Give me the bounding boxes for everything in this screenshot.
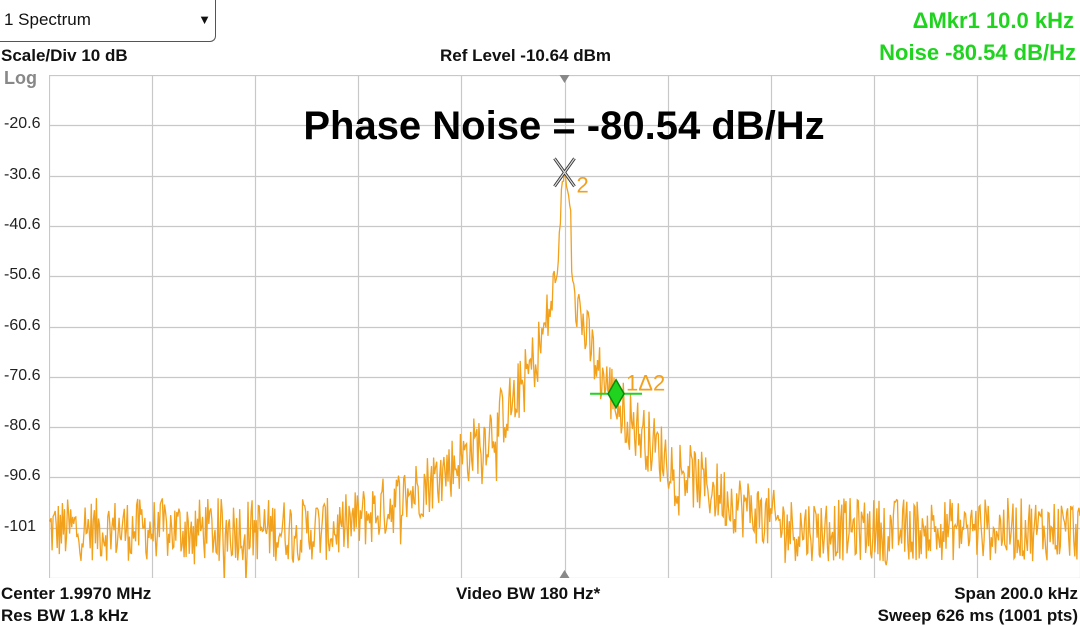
span-label: Span 200.0 kHz	[954, 584, 1078, 603]
y-tick-label: -60.6	[4, 316, 41, 334]
res-bw-label: Res BW 1.8 kHz	[1, 606, 129, 625]
y-tick-label: -80.6	[4, 417, 41, 435]
marker-x-highlight-icon	[554, 158, 575, 187]
log-scale-label: Log	[4, 68, 37, 88]
noise-readout: Noise -80.54 dB/Hz	[879, 40, 1076, 65]
center-frequency-label: Center 1.9970 MHz	[1, 584, 152, 603]
marker-diamond-icon	[607, 378, 625, 410]
spectrum-trace	[49, 169, 1080, 578]
measurement-selector-label: 1 Spectrum	[4, 10, 91, 29]
spectrum-plot[interactable]: 2 1Δ2	[49, 75, 1080, 578]
grid	[49, 75, 1080, 578]
marker-readout: ΔMkr1 10.0 kHz	[912, 8, 1074, 33]
marker-1-delta-2-label: 1Δ2	[626, 371, 665, 396]
y-tick-label: -101	[4, 517, 37, 535]
marker-2-label: 2	[577, 172, 589, 197]
y-tick-label: -20.6	[4, 115, 41, 133]
dropdown-arrow-icon: ▼	[198, 12, 211, 27]
y-tick-label: -30.6	[4, 165, 41, 183]
sweep-label: Sweep 626 ms (1001 pts)	[877, 606, 1078, 625]
measurement-selector-dropdown[interactable]: 1 Spectrum ▼	[0, 0, 216, 42]
marker-2[interactable]: 2	[553, 157, 589, 197]
y-tick-label: -90.6	[4, 467, 41, 485]
y-tick-label: -50.6	[4, 266, 41, 284]
center-top-marker-icon	[559, 75, 570, 83]
marker-1-delta-2[interactable]: 1Δ2	[590, 371, 665, 410]
scale-div-label: Scale/Div 10 dB	[1, 46, 128, 65]
phase-noise-annotation: Phase Noise = -80.54 dB/Hz	[303, 104, 825, 148]
y-tick-label: -70.6	[4, 366, 41, 384]
ref-level-label: Ref Level -10.64 dBm	[440, 46, 612, 65]
center-bottom-marker-icon	[559, 570, 570, 578]
video-bw-label: Video BW 180 Hz*	[456, 584, 601, 603]
y-tick-label: -40.6	[4, 215, 41, 233]
